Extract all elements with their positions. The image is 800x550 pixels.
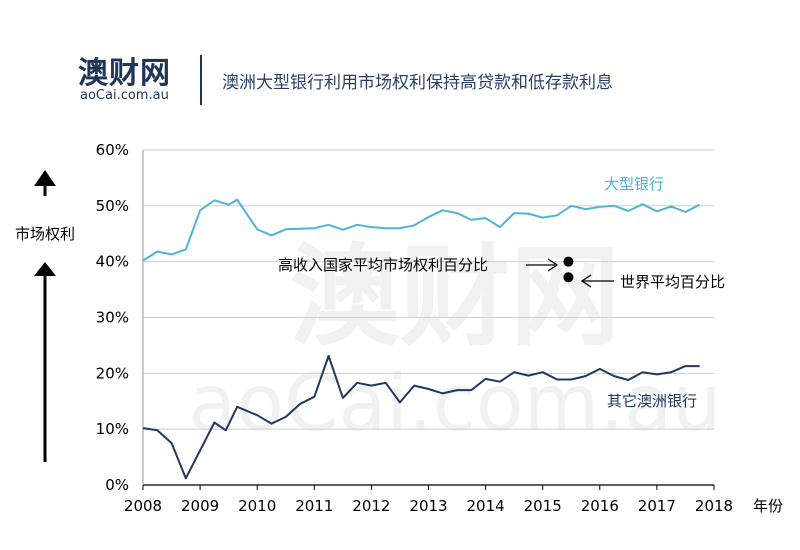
x-tick-label: 2018 xyxy=(695,497,733,515)
logo-domain: aoCai.com.au xyxy=(80,88,169,103)
x-tick-label: 2009 xyxy=(181,497,219,515)
header-divider xyxy=(200,55,202,105)
y-tick-label: 0% xyxy=(105,476,129,494)
annotation-arrow-high-income xyxy=(526,258,559,272)
y-tick-label: 60% xyxy=(96,141,129,159)
x-tick-label: 2011 xyxy=(295,497,333,515)
x-tick-label: 2010 xyxy=(238,497,276,515)
x-tick-label: 2016 xyxy=(581,497,619,515)
series xyxy=(142,198,701,480)
x-tick-label: 2015 xyxy=(524,497,562,515)
gridlines xyxy=(142,149,714,486)
annotation-high-income: 高收入国家平均市场权利百分比 xyxy=(278,256,488,274)
y-tick-label: 10% xyxy=(96,420,129,438)
series-line-other-banks xyxy=(142,355,700,480)
x-tick-label: 2008 xyxy=(124,497,162,515)
x-tick-label: 2012 xyxy=(352,497,390,515)
x-tick-label: 2017 xyxy=(638,497,676,515)
point-high-income xyxy=(563,256,574,267)
page-title: 澳洲大型银行利用市场权利保持高贷款和低存款利息 xyxy=(222,73,613,93)
y-tick-label: 20% xyxy=(96,364,129,382)
point-world xyxy=(563,272,574,283)
header: 澳财网 aoCai.com.au 澳洲大型银行利用市场权利保持高贷款和低存款利息 xyxy=(0,0,800,120)
y-axis-label: 市场权利 xyxy=(15,225,75,243)
x-tick-label: 2013 xyxy=(409,497,447,515)
annotation-world: 世界平均百分比 xyxy=(620,273,725,291)
y-axis-arrow xyxy=(34,170,56,462)
logo-text: 澳财网 xyxy=(78,56,171,91)
series-label-big-banks: 大型银行 xyxy=(604,175,664,193)
x-tick-label: 2014 xyxy=(467,497,505,515)
reference-points xyxy=(563,256,574,283)
y-tick-label: 40% xyxy=(96,253,129,271)
annotation-arrow-world xyxy=(580,274,614,288)
y-tick-label: 50% xyxy=(96,197,129,215)
x-axis-label: 年份 xyxy=(753,497,783,515)
x-tick-labels: 2008 2009 2010 2011 2012 2013 2014 2015 2016 2017… xyxy=(124,485,733,515)
series-line-big-banks xyxy=(142,198,701,262)
y-tick-label: 30% xyxy=(96,309,129,327)
y-tick-labels: 0% 10% 20% 30% 40% 50% 60% xyxy=(96,141,129,494)
series-label-other-banks: 其它澳洲银行 xyxy=(607,392,697,410)
